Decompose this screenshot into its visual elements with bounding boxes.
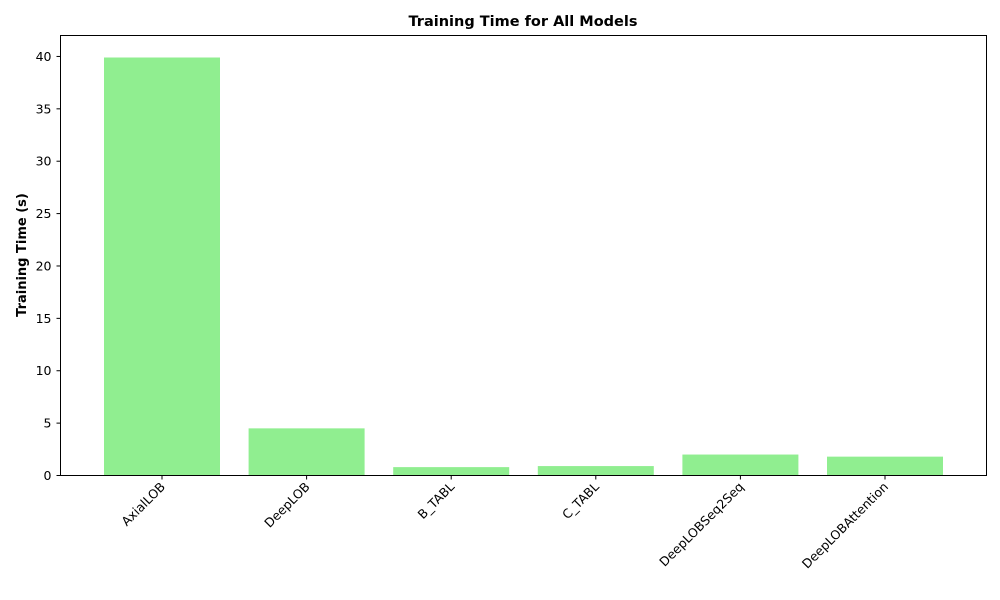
bar-DeepLOB — [248, 428, 365, 476]
y-tick-label: 40 — [36, 49, 52, 64]
bar-DeepLOBAttention — [827, 456, 943, 476]
bars-group — [104, 57, 943, 476]
y-tick-label: 0 — [44, 468, 52, 483]
bar-C_TABL — [537, 466, 654, 476]
bar-DeepLOBSeq2Seq — [682, 454, 799, 476]
plot-frame — [60, 35, 987, 476]
bar-B_TABL — [393, 467, 510, 476]
x-tick-label: AxialLOB — [118, 479, 168, 529]
x-tick-label: DeepLOB — [261, 479, 313, 531]
y-tick-label: 15 — [36, 311, 52, 326]
y-tick-label: 35 — [36, 101, 52, 116]
y-tick-label: 5 — [44, 416, 52, 431]
y-tick-label: 10 — [36, 363, 52, 378]
x-tick-label: DeepLOBSeq2Seq — [656, 479, 746, 569]
bar-AxialLOB — [104, 57, 220, 476]
chart-title: Training Time for All Models — [409, 14, 638, 30]
y-tick-label: 20 — [36, 258, 52, 273]
x-tick-label: DeepLOBAttention — [799, 479, 891, 571]
y-axis-ticks: 0 5 10 15 20 25 30 35 40 — [36, 49, 61, 483]
x-tick-label: C_TABL — [559, 479, 602, 522]
y-tick-label: 25 — [36, 206, 52, 221]
x-axis-ticks: AxialLOB DeepLOB B_TABL C_TABL DeepLOBSeq2Se… — [118, 475, 891, 571]
y-axis-label: Training Time (s) — [15, 193, 30, 317]
x-tick-label: B_TABL — [414, 479, 457, 522]
y-tick-label: 30 — [36, 154, 52, 169]
